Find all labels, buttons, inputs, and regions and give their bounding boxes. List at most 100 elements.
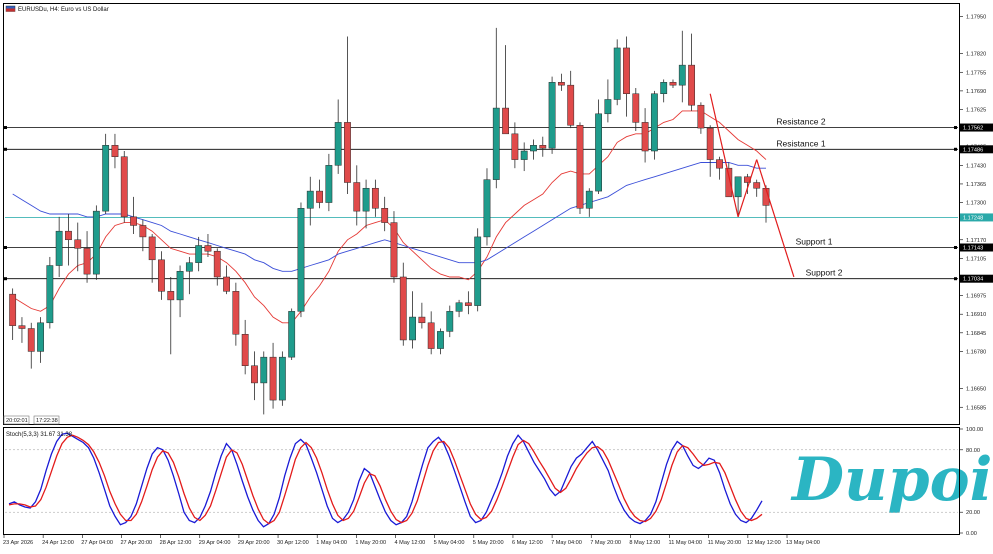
candle-body[interactable]: [669, 82, 677, 86]
time-tick-label: 8 May 12:00: [629, 540, 660, 546]
level-anchor[interactable]: [4, 245, 7, 249]
candle-body[interactable]: [148, 236, 156, 261]
candle-body[interactable]: [678, 64, 686, 86]
price-axis[interactable]: 1.17950 1.17820 1.17755 1.17690 1.17625 1.174…: [959, 14, 993, 411]
drawn-trend-line[interactable]: [756, 159, 795, 278]
stochastic-chart-area[interactable]: 100.00 80.00 20.00 0.00 Stoch(5,3,3) 31.67 3…: [5, 427, 983, 537]
candle-body[interactable]: [232, 291, 240, 335]
candle-body[interactable]: [306, 190, 314, 209]
candle-body[interactable]: [734, 176, 742, 198]
candle-body[interactable]: [632, 93, 640, 123]
level-anchor[interactable]: [4, 277, 7, 281]
candle-body[interactable]: [539, 145, 547, 149]
candle-body[interactable]: [195, 245, 203, 263]
candle-body[interactable]: [176, 271, 184, 301]
drawn-trend-line[interactable]: [737, 159, 758, 218]
drawn-trend-line[interactable]: [709, 93, 739, 217]
candle-body[interactable]: [464, 302, 472, 306]
candle-body[interactable]: [650, 93, 658, 152]
level-anchor[interactable]: [954, 147, 957, 151]
candle-body[interactable]: [585, 190, 593, 209]
candle-body[interactable]: [557, 82, 565, 86]
candle-body[interactable]: [437, 331, 444, 349]
candle-body[interactable]: [455, 302, 463, 312]
time-tick-label: 13 May 04:00: [786, 540, 820, 546]
candle-body[interactable]: [660, 82, 668, 95]
candle-body[interactable]: [716, 159, 723, 169]
candle-body[interactable]: [92, 210, 100, 275]
level-anchor[interactable]: [4, 126, 7, 130]
candle-body[interactable]: [278, 356, 286, 401]
level-anchor[interactable]: [954, 277, 957, 281]
candle-body[interactable]: [418, 316, 426, 324]
candle-body[interactable]: [213, 250, 221, 278]
candle-body[interactable]: [595, 113, 603, 192]
candle-body[interactable]: [753, 182, 761, 189]
candle-body[interactable]: [371, 187, 379, 209]
candle-body[interactable]: [27, 328, 35, 352]
level-anchor[interactable]: [4, 147, 7, 151]
level-anchor[interactable]: [954, 126, 957, 130]
candle-body[interactable]: [511, 133, 519, 160]
candle-body[interactable]: [623, 47, 630, 95]
candle-body[interactable]: [530, 145, 537, 152]
candle-body[interactable]: [697, 104, 705, 129]
candle-body[interactable]: [474, 236, 482, 306]
candle-body[interactable]: [260, 356, 268, 384]
candle-body[interactable]: [102, 145, 110, 212]
candle-body[interactable]: [604, 99, 612, 115]
candle-body[interactable]: [223, 276, 230, 292]
candle-body[interactable]: [548, 82, 556, 149]
candle-body[interactable]: [576, 124, 584, 209]
candle-body[interactable]: [130, 216, 137, 226]
candle-body[interactable]: [399, 276, 407, 341]
candle-body[interactable]: [688, 64, 696, 106]
candle-body[interactable]: [502, 107, 509, 135]
candle-body[interactable]: [204, 245, 212, 252]
stoch-tick-label: 20.00: [966, 510, 980, 516]
candle-body[interactable]: [613, 47, 621, 100]
candle-body[interactable]: [74, 239, 82, 249]
candle-body[interactable]: [390, 222, 398, 278]
candle-body[interactable]: [83, 248, 91, 275]
candle-body[interactable]: [725, 167, 733, 198]
candle-body[interactable]: [641, 122, 649, 152]
candle-body[interactable]: [344, 122, 351, 183]
candle-body[interactable]: [325, 165, 333, 203]
candle-body[interactable]: [316, 190, 323, 203]
candle-body[interactable]: [269, 356, 277, 401]
candle-body[interactable]: [520, 150, 528, 160]
candle-body[interactable]: [9, 293, 17, 326]
candle-body[interactable]: [567, 84, 575, 126]
level-anchor[interactable]: [954, 245, 957, 249]
candle-body[interactable]: [362, 187, 370, 212]
candle-body[interactable]: [139, 225, 147, 238]
candle-body[interactable]: [288, 311, 296, 358]
candle-body[interactable]: [381, 208, 389, 223]
candle-body[interactable]: [111, 145, 119, 157]
candle-body[interactable]: [37, 322, 44, 352]
candle-body[interactable]: [409, 316, 416, 341]
candle-body[interactable]: [251, 365, 258, 384]
candle-body[interactable]: [483, 179, 491, 238]
candle-body[interactable]: [158, 259, 165, 292]
candle-body[interactable]: [241, 333, 249, 366]
candle-body[interactable]: [18, 325, 26, 329]
candle-body[interactable]: [120, 156, 128, 218]
candle-body[interactable]: [492, 107, 500, 180]
candle-body[interactable]: [334, 122, 342, 166]
candle-body[interactable]: [353, 182, 361, 212]
candle-body[interactable]: [46, 265, 54, 324]
candle-body[interactable]: [706, 127, 714, 160]
candle-body[interactable]: [427, 322, 435, 349]
candle-body[interactable]: [55, 230, 63, 266]
candle-body[interactable]: [65, 230, 72, 241]
candle-body[interactable]: [297, 208, 305, 312]
candle-body[interactable]: [185, 262, 193, 272]
candle-body[interactable]: [167, 291, 175, 301]
candle-body[interactable]: [446, 311, 454, 332]
time-axis[interactable]: 23 Apr 2026 24 Apr 12:00 27 Apr 04:00 27 Ap…: [3, 535, 820, 546]
price-chart-area[interactable]: Resistance 2 Resistance 1 Support 1 Support…: [4, 27, 958, 415]
